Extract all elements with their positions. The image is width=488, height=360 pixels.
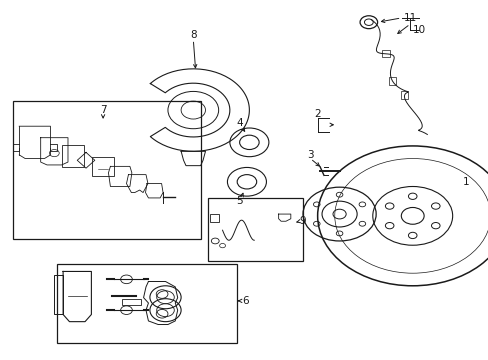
Bar [207,198,303,261]
Bar [62,145,83,167]
Text: 10: 10 [412,25,425,35]
Bar [122,300,141,305]
Text: 11: 11 [403,13,416,23]
Bar [388,77,396,85]
Bar [210,214,219,222]
Bar [381,50,389,57]
Text: 4: 4 [236,118,243,128]
Text: 6: 6 [242,296,248,306]
Bar [13,101,200,239]
Bar [400,91,407,99]
Text: 7: 7 [100,105,106,115]
Text: 9: 9 [299,216,305,226]
Bar [92,157,114,176]
Text: 5: 5 [236,196,243,206]
Text: 3: 3 [306,150,313,160]
Bar [57,264,237,343]
Bar [54,275,63,315]
Text: 1: 1 [462,177,468,187]
Text: 8: 8 [190,30,196,40]
Text: 2: 2 [314,109,320,119]
